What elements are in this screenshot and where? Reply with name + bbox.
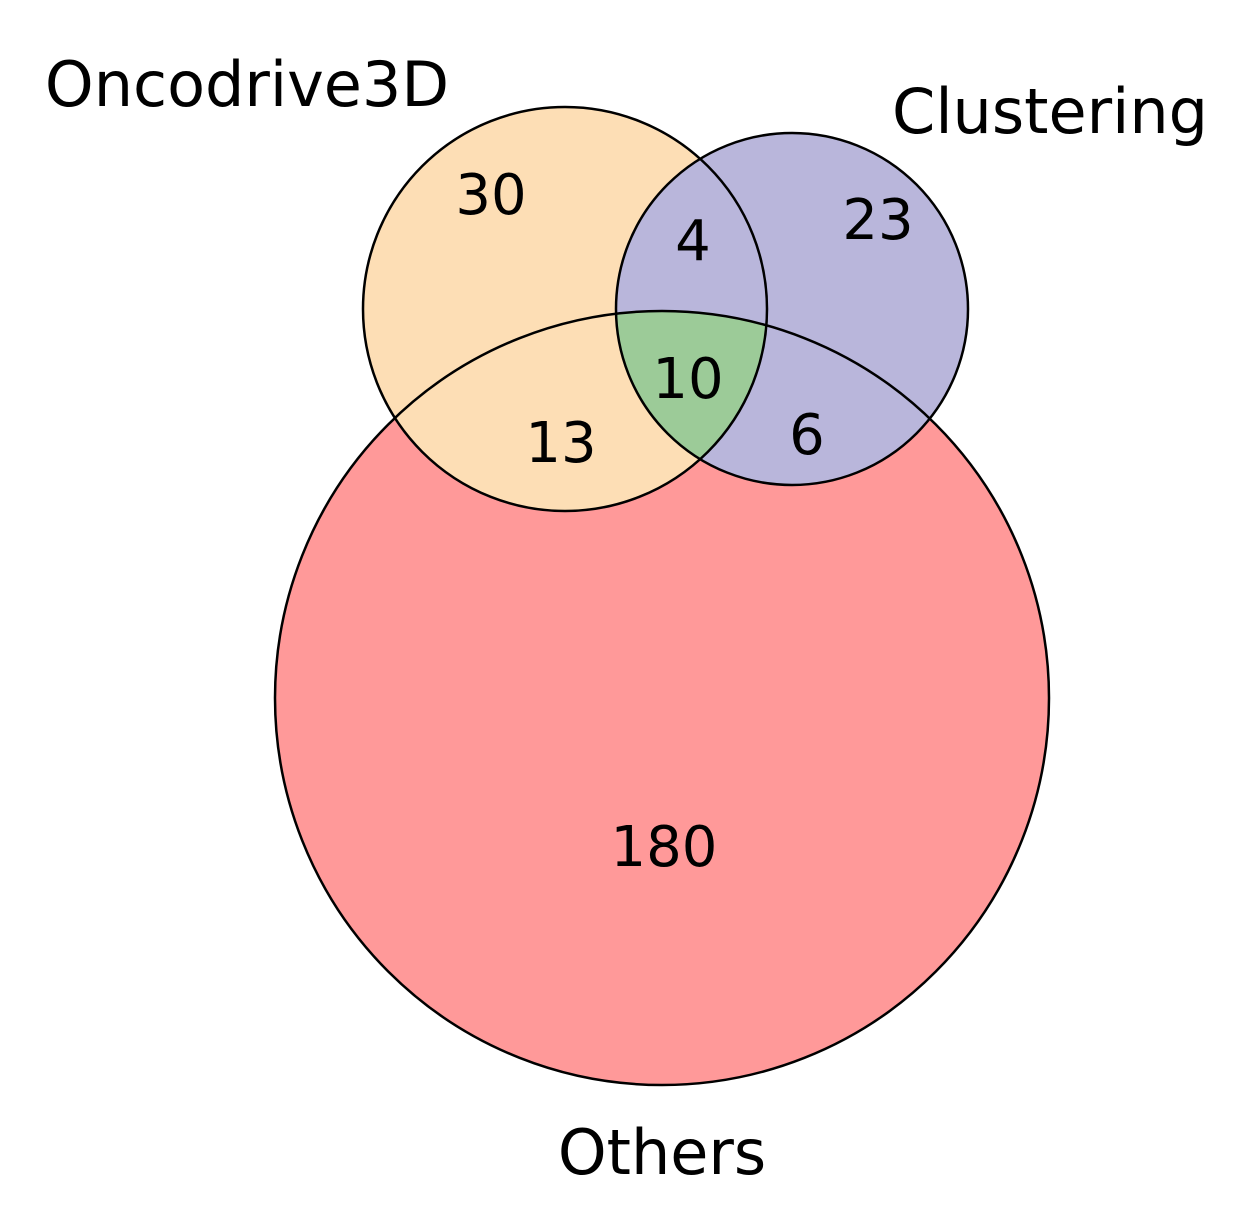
others-circle	[275, 311, 1049, 1085]
oncodrive3d-others-count: 13	[525, 411, 596, 476]
others-outline	[273, 309, 1051, 1087]
clustering-only-count: 23	[842, 188, 913, 253]
clustering-outline	[614, 131, 970, 487]
all-three-count: 10	[652, 347, 723, 412]
oncodrive3d-outline	[361, 105, 769, 513]
oncodrive3d-set-label: Oncodrive3D	[45, 48, 449, 121]
oncodrive3d-only-count: 30	[455, 163, 526, 228]
others-only-count: 180	[611, 815, 718, 880]
clustering-others-count: 6	[789, 403, 825, 468]
clustering-set-label: Clustering	[892, 75, 1208, 148]
oncodrive3d-clustering-count: 4	[675, 209, 711, 274]
others-set-label: Others	[558, 1116, 766, 1189]
